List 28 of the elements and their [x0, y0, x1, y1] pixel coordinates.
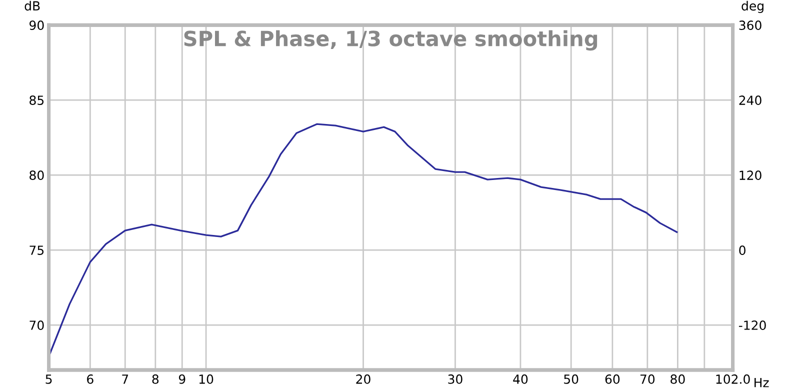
x-tick-label: 40: [513, 374, 528, 384]
x-tick-label: 30: [448, 374, 462, 384]
x-tick-label: 7: [122, 374, 128, 384]
x-tick-label: 9: [178, 374, 186, 384]
x-tick-label: 8: [152, 374, 159, 384]
y2-tick-label: 240: [739, 96, 762, 106]
y-tick-label: 85: [30, 96, 44, 106]
x-tick-label: 102.0: [716, 374, 750, 384]
x-tick-label: 6: [87, 374, 94, 384]
x-tick-label: 50: [564, 374, 578, 384]
chart-title: SPL & Phase, 1/3 octave smoothing: [184, 30, 598, 51]
y-tick-label: 70: [30, 320, 44, 330]
x-tick-label: 80: [670, 374, 685, 384]
y2-tick-label: 360: [739, 20, 762, 30]
y-tick-label: 90: [30, 20, 44, 30]
y-tick-label: 75: [30, 246, 44, 255]
y2-tick-label: 0: [739, 246, 746, 255]
y-tick-label: 80: [30, 170, 44, 180]
x-axis-title: Hz: [754, 378, 769, 388]
x-tick-label: 60: [605, 374, 620, 384]
x-tick-label: 20: [356, 374, 370, 384]
x-tick-label: 70: [640, 374, 655, 384]
y-axis-title: dB: [24, 0, 40, 11]
y2-tick-label: 120: [740, 170, 762, 180]
y2-axis-title: deg: [742, 0, 764, 14]
y2-tick-label: -120: [738, 320, 766, 330]
x-tick-label: 10: [199, 374, 214, 384]
x-tick-label: 5: [46, 374, 52, 384]
